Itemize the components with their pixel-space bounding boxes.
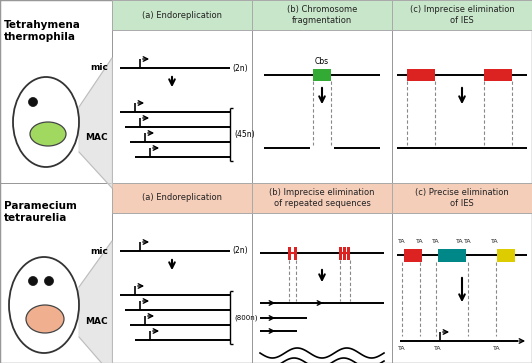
Bar (392, 183, 532, 213)
Bar (438, 249, 466, 261)
Ellipse shape (30, 122, 66, 146)
Ellipse shape (9, 257, 79, 353)
Text: (b) Chromosome
fragmentation: (b) Chromosome fragmentation (287, 5, 357, 25)
Text: (a) Endoreplication: (a) Endoreplication (142, 193, 222, 203)
Text: (2n): (2n) (232, 64, 247, 73)
Bar (252, 183, 392, 213)
Text: Tetrahymena
thermophila: Tetrahymena thermophila (4, 20, 81, 42)
Bar (252, 183, 392, 363)
Bar (112, 0, 252, 183)
Bar (0, 0, 112, 183)
Text: TA: TA (491, 239, 499, 244)
Bar (112, 183, 252, 363)
Polygon shape (79, 241, 112, 363)
Text: (a) Endoreplication: (a) Endoreplication (142, 11, 222, 20)
Bar (404, 249, 422, 261)
Text: mic: mic (90, 246, 108, 256)
Bar (252, 0, 392, 183)
Text: Paramecium
tetraurelia: Paramecium tetraurelia (4, 201, 77, 223)
Bar (339, 246, 342, 260)
Bar (252, 0, 392, 30)
Text: (45n): (45n) (234, 130, 255, 139)
Text: (2n): (2n) (232, 246, 247, 256)
Text: (b) Imprecise elimination
of repeated sequences: (b) Imprecise elimination of repeated se… (269, 188, 375, 208)
Bar (392, 0, 532, 30)
Text: (c) Imprecise elimination
of IES: (c) Imprecise elimination of IES (410, 5, 514, 25)
Bar (288, 246, 291, 260)
Bar (347, 246, 350, 260)
Text: mic: mic (90, 64, 108, 73)
Bar (313, 69, 331, 81)
Text: (800n): (800n) (234, 314, 257, 321)
Bar (392, 0, 532, 183)
Text: TA: TA (398, 239, 406, 244)
Text: (c) Precise elimination
of IES: (c) Precise elimination of IES (415, 188, 509, 208)
Ellipse shape (26, 305, 64, 333)
Text: TA: TA (464, 239, 472, 244)
Polygon shape (79, 58, 112, 188)
Text: Cbs: Cbs (315, 57, 329, 66)
Bar (484, 69, 512, 81)
Bar (294, 246, 297, 260)
Bar (407, 69, 435, 81)
Text: MAC: MAC (85, 317, 108, 326)
Text: TA: TA (416, 239, 424, 244)
Bar (343, 246, 346, 260)
Ellipse shape (13, 77, 79, 167)
Ellipse shape (29, 277, 37, 286)
Text: TA: TA (432, 239, 440, 244)
Bar (0, 183, 112, 363)
Text: MAC: MAC (85, 134, 108, 143)
Bar (112, 0, 252, 30)
Text: TA: TA (493, 346, 501, 351)
Text: TA: TA (456, 239, 464, 244)
Text: TA: TA (434, 346, 442, 351)
Bar (112, 183, 252, 213)
Ellipse shape (45, 277, 54, 286)
Bar (497, 249, 515, 261)
Bar (392, 183, 532, 363)
Text: TA: TA (398, 346, 406, 351)
Ellipse shape (29, 98, 37, 106)
